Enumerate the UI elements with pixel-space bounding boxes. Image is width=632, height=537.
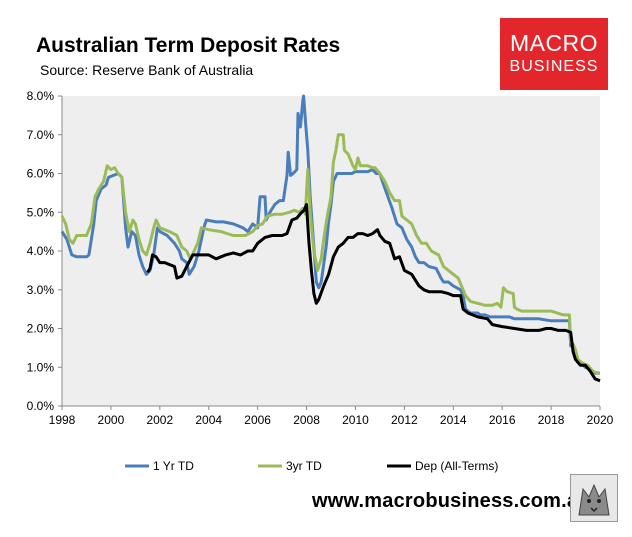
x-tick-label: 1998 bbox=[49, 413, 76, 427]
legend: 1 Yr TD 3yr TD Dep (All-Terms) bbox=[125, 459, 498, 473]
y-tick-label: 1.0% bbox=[27, 360, 55, 374]
axes: 0.0% 1.0% 2.0% 3.0% 4.0% 5.0% 6.0% 7.0% 8.0% 1998… bbox=[27, 89, 614, 427]
website-url: www.macrobusiness.com.au bbox=[312, 490, 591, 512]
series-lines bbox=[60, 94, 601, 383]
macrobusiness-logo: MACRO BUSINESS bbox=[500, 18, 608, 90]
x-tick-label: 2006 bbox=[244, 413, 271, 427]
wolf-icon bbox=[570, 474, 618, 522]
series-line-dep-all-terms bbox=[146, 203, 601, 383]
x-tick-label: 2002 bbox=[146, 413, 173, 427]
y-tick-label: 7.0% bbox=[27, 128, 55, 142]
chart-title: Australian Term Deposit Rates bbox=[36, 34, 341, 57]
legend-label: Dep (All-Terms) bbox=[415, 459, 498, 473]
logo-line1: MACRO bbox=[509, 30, 599, 56]
series-line-3yr-td bbox=[60, 133, 600, 375]
logo-line2: BUSINESS bbox=[509, 58, 599, 75]
x-tick-label: 2010 bbox=[342, 413, 369, 427]
x-tick-label: 2020 bbox=[587, 413, 614, 427]
legend-label: 1 Yr TD bbox=[153, 459, 194, 473]
x-tick-label: 2014 bbox=[440, 413, 467, 427]
x-tick-label: 2000 bbox=[98, 413, 125, 427]
x-tick-label: 2008 bbox=[293, 413, 320, 427]
x-tick-label: 2012 bbox=[391, 413, 418, 427]
y-tick-label: 8.0% bbox=[27, 89, 55, 103]
legend-label: 3yr TD bbox=[286, 459, 322, 473]
y-tick-label: 4.0% bbox=[27, 244, 55, 258]
x-tick-label: 2018 bbox=[538, 413, 565, 427]
x-tick-label: 2004 bbox=[195, 413, 222, 427]
x-tick-label: 2016 bbox=[489, 413, 516, 427]
y-tick-label: 6.0% bbox=[27, 167, 55, 181]
chart-subtitle: Source: Reserve Bank of Australia bbox=[40, 62, 254, 78]
y-tick-label: 5.0% bbox=[27, 205, 55, 219]
y-tick-label: 3.0% bbox=[27, 283, 55, 297]
y-tick-label: 2.0% bbox=[27, 322, 55, 336]
y-tick-label: 0.0% bbox=[27, 399, 55, 413]
plot-area bbox=[62, 96, 600, 406]
